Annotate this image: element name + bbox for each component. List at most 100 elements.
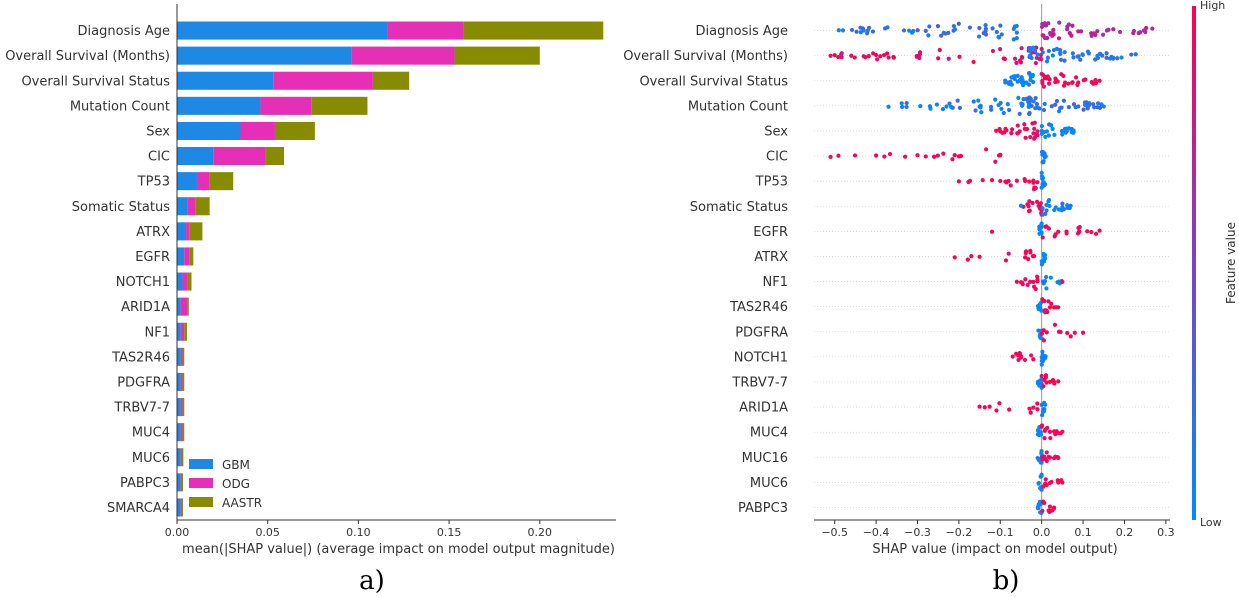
- shap-point: [1040, 349, 1045, 354]
- feature-row-12: [1036, 322, 1086, 343]
- shap-point: [832, 53, 837, 58]
- shap-point: [996, 102, 1001, 108]
- bar-gbm-14: [177, 372, 181, 391]
- shap-point: [1017, 111, 1022, 116]
- shap-point: [1045, 55, 1050, 60]
- shap-point: [849, 27, 855, 33]
- shap-point: [1081, 107, 1086, 112]
- shap-point: [1024, 80, 1029, 85]
- shap-point: [1044, 482, 1049, 488]
- shap-point: [861, 28, 866, 33]
- shap-point: [1051, 505, 1057, 510]
- shap-point: [1044, 286, 1049, 291]
- shap-point: [1026, 209, 1032, 214]
- shap-point: [1070, 23, 1075, 28]
- feature-row-9: [952, 248, 1048, 267]
- shap-point: [1070, 80, 1075, 85]
- feature-label: PDGFRA: [735, 325, 788, 340]
- shap-point: [1042, 436, 1047, 441]
- x-axis-label: mean(|SHAP value|) (average impact on mo…: [182, 542, 615, 557]
- shap-point: [1089, 33, 1094, 39]
- shap-point: [955, 98, 960, 103]
- bar-odg-11: [180, 297, 188, 316]
- shap-point: [1117, 29, 1123, 35]
- bar-aastr-12: [184, 322, 187, 341]
- shap-point: [1058, 329, 1063, 335]
- shap-point: [1029, 55, 1034, 61]
- shap-point: [1030, 200, 1035, 206]
- legend-swatch-odg: [189, 478, 213, 488]
- shap-point: [1059, 105, 1064, 110]
- shap-point: [951, 28, 956, 33]
- shap-point: [1053, 80, 1058, 85]
- shap-point: [1085, 49, 1091, 54]
- shap-point: [1028, 410, 1033, 415]
- bar-aastr-15: [182, 398, 185, 417]
- shap-point: [1008, 183, 1013, 188]
- shap-point: [957, 54, 962, 59]
- shap-point: [885, 25, 890, 30]
- shap-point: [1030, 254, 1036, 259]
- shap-point: [1002, 56, 1008, 62]
- shap-point: [828, 53, 833, 58]
- shap-point: [1044, 59, 1050, 64]
- legend-label: AASTR: [222, 496, 262, 510]
- shap-point: [1066, 105, 1071, 110]
- shap-point: [1029, 103, 1034, 108]
- shap-point: [828, 154, 833, 159]
- x-tick-label: 0.1: [1074, 526, 1092, 539]
- colorbar-high-label: High: [1200, 0, 1225, 12]
- shap-point: [1070, 51, 1075, 56]
- shap-point: [1035, 105, 1040, 110]
- bar-aastr-16: [182, 423, 185, 442]
- shap-point: [904, 100, 909, 106]
- shap-point: [956, 154, 961, 159]
- shap-point: [1040, 508, 1045, 513]
- x-tick-label: 0.10: [346, 526, 371, 539]
- shap-point: [1030, 121, 1035, 126]
- category-label: Sex: [146, 124, 170, 139]
- shap-point: [875, 57, 880, 62]
- shap-point: [1018, 280, 1024, 285]
- feature-label: TP53: [755, 175, 788, 190]
- shap-point: [1087, 101, 1092, 106]
- shap-point: [1051, 47, 1057, 53]
- shap-point: [1027, 70, 1032, 76]
- shap-point: [1035, 133, 1040, 138]
- x-tick-label: 0.05: [255, 526, 280, 539]
- shap-point: [1031, 405, 1036, 410]
- shap-point: [1052, 132, 1057, 137]
- shap-point: [1031, 284, 1037, 289]
- shap-point: [1039, 185, 1044, 190]
- shap-point: [1011, 37, 1016, 42]
- shap-point: [1115, 56, 1120, 61]
- shap-point: [1044, 208, 1049, 213]
- category-label: Somatic Status: [72, 200, 170, 215]
- bar-aastr-8: [189, 222, 203, 241]
- feature-row-6: [956, 170, 1048, 192]
- shap-point: [1026, 256, 1031, 262]
- shap-point: [1023, 249, 1029, 254]
- shap-point: [1056, 36, 1062, 41]
- bar-gbm-7: [177, 197, 188, 216]
- bar-gbm-13: [177, 347, 181, 366]
- shap-point: [1061, 98, 1067, 103]
- feature-label: Overall Survival Status: [639, 74, 788, 89]
- shap-point: [1043, 427, 1048, 432]
- bar-odg-3: [260, 96, 312, 115]
- shap-point: [899, 101, 904, 106]
- shap-point: [1095, 29, 1100, 34]
- shap-point: [878, 54, 883, 59]
- shap-point: [1048, 435, 1053, 441]
- shap-point: [1089, 229, 1094, 235]
- shap-point: [915, 153, 920, 158]
- shap-point: [1040, 206, 1045, 211]
- shap-point: [965, 257, 970, 262]
- category-label: TRBV7-7: [113, 401, 170, 416]
- category-label: TAS2R46: [111, 350, 170, 365]
- shap-point: [1056, 480, 1061, 485]
- shap-point: [1034, 101, 1040, 107]
- shap-point: [1036, 203, 1041, 208]
- shap-point: [1007, 107, 1012, 113]
